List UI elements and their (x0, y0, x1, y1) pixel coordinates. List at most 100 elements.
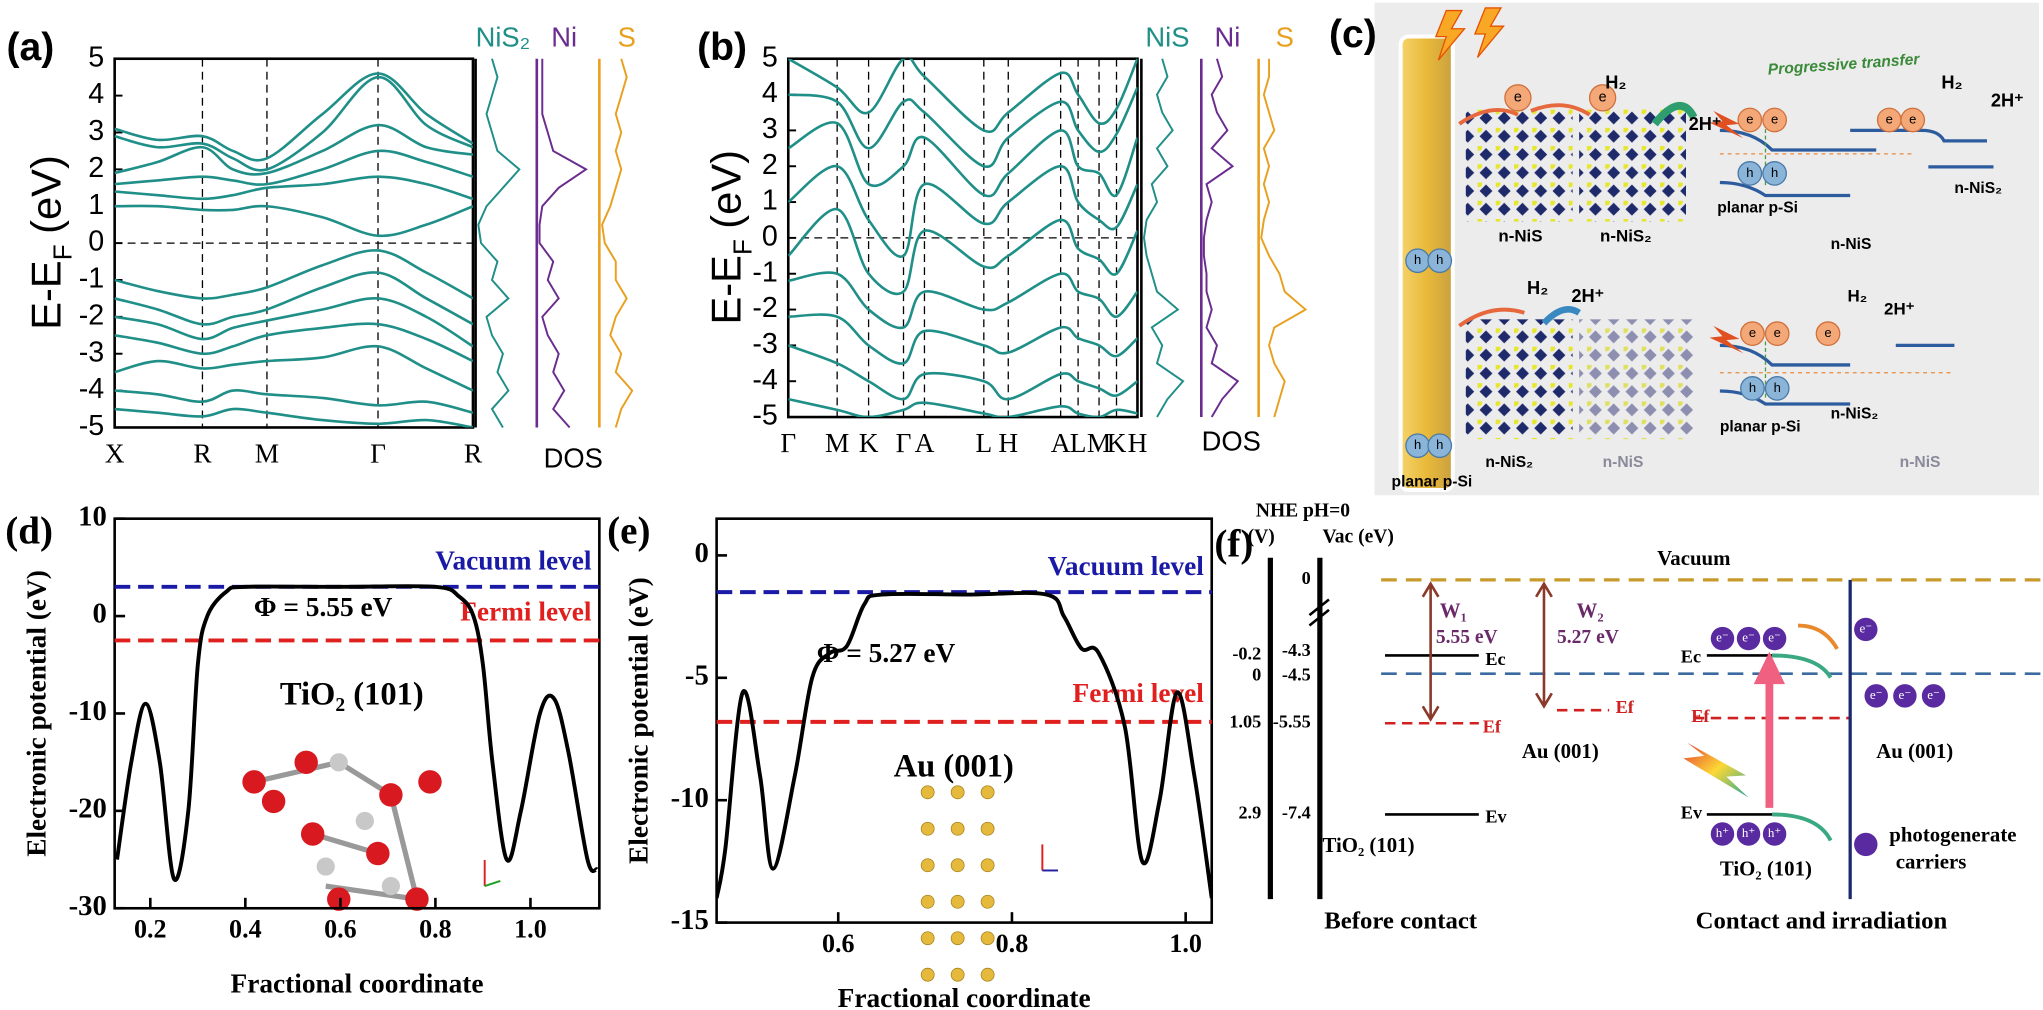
dos-line (1202, 58, 1240, 418)
vacuum-label: Vacuum (1657, 546, 1730, 570)
band-line (114, 123, 473, 176)
excitation-arrow (1753, 651, 1786, 808)
transfer-arrow (1651, 102, 1698, 127)
x-tick-label: A (1051, 428, 1071, 458)
ec-label: Ec (1485, 649, 1505, 669)
electron-label: e⁻ (1870, 687, 1883, 702)
y-tick-label: 5 (762, 41, 778, 73)
hole-label: h (1774, 380, 1781, 395)
reference-label: Vacuum level (435, 546, 592, 576)
band-line (114, 149, 473, 186)
transfer-arrow (1541, 306, 1581, 326)
band-line (114, 344, 473, 392)
substrate-label: planar p-Si (1392, 473, 1473, 490)
y-axis-label: Electronic potential (eV) (21, 570, 51, 857)
x-tick-label: R (193, 438, 212, 468)
ef-label: Ef (1616, 697, 1635, 717)
carriers (1710, 617, 1946, 857)
electron-label: e (1599, 90, 1607, 106)
x-tick-label: L (975, 428, 992, 458)
potential-curve (716, 590, 1212, 899)
band-line (114, 75, 473, 172)
y-tick-label: 0 (762, 220, 778, 252)
x-tick-label: X (105, 438, 125, 468)
w2-label: W₂ (1577, 598, 1604, 622)
vac-tick-label: -7.4 (1282, 803, 1311, 823)
electron-label: e (1824, 325, 1831, 340)
y-tick-label: -30 (69, 890, 107, 922)
y-tick-label: 4 (88, 78, 104, 110)
work-function-arrow (1421, 581, 1440, 722)
tio2-structure (242, 750, 442, 911)
dos-line (601, 58, 634, 428)
x-tick-label: H (1128, 428, 1148, 458)
y-tick-label: -5 (752, 400, 777, 432)
nhe-tick-label: 0 (1252, 665, 1261, 685)
hole-label: h⁺ (1716, 825, 1729, 840)
electron-label: e (1771, 111, 1778, 126)
light-bolt (1434, 9, 1466, 61)
x-tick-label: 0.6 (822, 929, 855, 958)
material-label: n-NiS₂ (1600, 227, 1652, 246)
band-line (114, 389, 473, 414)
y-tick-label: -1 (79, 263, 104, 295)
w1-label: W₁ (1440, 598, 1467, 622)
x-tick-label: 1.0 (1169, 929, 1202, 958)
x-tick-label: Γ (896, 428, 912, 458)
h2-label: H₂ (1848, 287, 1868, 306)
vac-tick-label: -5.55 (1273, 711, 1311, 731)
dos-label: DOS (1202, 425, 1261, 456)
electron-label: e (1746, 111, 1753, 126)
electron-label: e (1749, 325, 1756, 340)
panel-c: e e e e e e e e e h h h h h h h h (c) H₂… (1329, 2, 2040, 496)
x-tick-label: 0.6 (324, 915, 357, 944)
panel-label: (b) (697, 26, 747, 69)
hole-label: h (1746, 165, 1753, 180)
band-line (114, 249, 473, 300)
electron-label: e⁻ (1742, 630, 1755, 645)
annotation: Φ = 5.27 eV (817, 638, 956, 668)
band-line (114, 72, 473, 162)
y-tick-label: 10 (78, 500, 107, 532)
material-label: n-NiS (1831, 236, 1872, 253)
dos-label: DOS (544, 442, 603, 473)
material-label: n-NiS₂ (1954, 180, 2002, 197)
material-label: TiO₂ (101) (1720, 856, 1812, 880)
holes (1405, 161, 1790, 459)
ef-label: Ef (1691, 706, 1710, 726)
x-tick-label: K (859, 428, 879, 458)
lattice (1579, 106, 1686, 222)
y-tick-label: -20 (69, 792, 107, 824)
dos-series-name: NiS₂ (476, 21, 531, 52)
hole-label: h (1436, 437, 1443, 452)
carrier-label: carriers (1896, 850, 1967, 874)
panel-label: (d) (5, 509, 53, 552)
x-tick-label: K (1107, 428, 1127, 458)
band-bending (1771, 653, 1833, 679)
band-line (114, 407, 473, 428)
nhe-axis-title: NHE pH=0 (1256, 501, 1350, 522)
substrate-label: planar p-Si (1717, 200, 1798, 217)
band-line (114, 175, 473, 201)
band-line (788, 313, 1138, 365)
hole-label: h (1414, 437, 1421, 452)
caption: Contact and irradiation (1696, 907, 1948, 934)
y-tick-label: -3 (79, 336, 104, 368)
material-label: n-NiS₂ (1831, 406, 1879, 423)
electron-label: e⁻ (1899, 687, 1912, 702)
panel-f: (f) NHE pH=0 (V) Vac (eV) -0.2 0 1.05 2.… (1214, 501, 2043, 934)
band-line (788, 86, 1138, 168)
material-label: n-NiS (1603, 454, 1644, 471)
x-tick-label: A (915, 428, 935, 458)
substrate-label: planar p-Si (1720, 419, 1801, 436)
band-bending (1771, 812, 1833, 842)
reference-label: Vacuum level (1048, 551, 1205, 581)
y-tick-label: -15 (671, 904, 709, 936)
band-line (114, 271, 473, 326)
dos-line (538, 58, 588, 429)
nhe-axis-unit: (V) (1248, 527, 1275, 548)
y-tick-label: -2 (752, 292, 777, 324)
x-tick-label: H (998, 428, 1018, 458)
y-tick-label: 1 (88, 189, 104, 221)
dos-line (1260, 58, 1308, 418)
